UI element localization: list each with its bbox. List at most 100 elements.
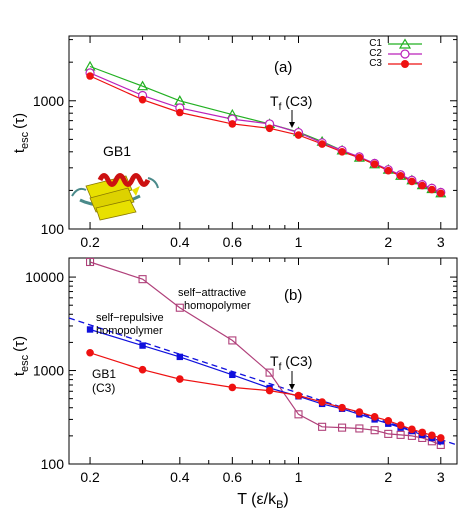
series-line-c2 [89, 72, 442, 193]
data-point-c3 [396, 171, 405, 180]
fit-line-dashed [68, 317, 458, 446]
data-point-attractive [175, 303, 184, 312]
data-point-gb1 [428, 431, 436, 440]
legend-marker-c3 [401, 60, 409, 68]
x-tick-label: 3 [437, 234, 445, 250]
x-tick-label: 1 [295, 469, 303, 485]
y-tick-label: 1000 [33, 93, 64, 109]
panel-label: (a) [274, 59, 292, 76]
data-point-c3 [86, 72, 94, 80]
tf-annotation: Tf (C3) [270, 93, 312, 113]
panel-b: 0.2 0.4 0.6 1 2 3 100 1000 10000 (b) tesc(τ) T (… [11, 257, 458, 511]
data-point-gb1 [436, 434, 445, 442]
data-point-c3 [294, 131, 303, 139]
data-point-c3 [428, 185, 436, 194]
y-tick-label: 1000 [33, 363, 64, 379]
x-tick-label: 1 [295, 234, 303, 250]
gb1-label-line1: GB1 [92, 367, 116, 381]
data-point-gb1 [265, 386, 274, 395]
data-point-c3 [355, 153, 364, 162]
data-point-gb1 [138, 365, 147, 374]
data-point-attractive [338, 423, 347, 432]
data-point-repulsive [229, 371, 236, 379]
gb1-inset-label: GB1 [103, 143, 131, 159]
data-point-c3 [228, 120, 237, 128]
data-point-gb1 [384, 416, 393, 425]
attractive-label-line1: self−attractive [178, 287, 246, 299]
y-tick-label: 10000 [25, 269, 64, 285]
legend-label-c3: C3 [369, 58, 382, 69]
x-tick-label: 2 [384, 234, 392, 250]
data-point-repulsive [176, 353, 184, 361]
legend-label-c2: C2 [369, 48, 382, 59]
repulsive-label-line2: homopolymer [96, 325, 163, 337]
x-axis-label: T (ε/kB) [237, 491, 289, 511]
data-point-c3 [138, 95, 147, 104]
data-point-gb1 [418, 428, 427, 437]
series-line-repulsive [89, 328, 442, 442]
data-point-c1 [137, 80, 149, 91]
data-point-gb1 [318, 398, 326, 406]
y-axis-label: tesc(τ) [11, 336, 31, 376]
data-point-attractive [294, 410, 303, 419]
legend-marker-c2 [400, 49, 410, 59]
gb1-protein-image [71, 173, 159, 221]
data-point-gb1 [396, 421, 405, 430]
y-axis-label: tesc(τ) [11, 113, 31, 153]
series-line-c3 [89, 75, 442, 194]
data-point-attractive [228, 336, 237, 345]
svg-text:tesc(τ): tesc(τ) [11, 113, 31, 153]
data-point-gb1 [355, 408, 364, 416]
panel-label: (b) [284, 287, 302, 304]
data-point-gb1 [228, 383, 237, 392]
data-point-c3 [370, 160, 379, 169]
data-point-c3 [265, 124, 274, 133]
data-point-gb1 [294, 391, 303, 400]
data-point-gb1 [338, 403, 346, 412]
legend-marker-c1 [398, 38, 412, 49]
data-point-c3 [384, 166, 393, 175]
gb1-label-line2: (C3) [92, 381, 115, 395]
series-line-attractive [89, 261, 442, 446]
data-point-attractive [265, 368, 274, 377]
x-tick-label: 0.6 [223, 469, 243, 485]
svg-text:tesc(τ): tesc(τ) [11, 336, 31, 376]
series-line-gb1 [89, 352, 441, 439]
y-tick-label: 100 [41, 221, 65, 237]
x-tick-label: 2 [384, 469, 392, 485]
data-point-gb1 [86, 348, 94, 357]
y-tick-label: 100 [41, 456, 65, 472]
data-point-repulsive [86, 326, 94, 333]
data-point-c3 [338, 148, 346, 156]
data-point-c3 [176, 108, 184, 117]
data-point-c3 [418, 181, 427, 190]
data-point-attractive [370, 426, 379, 435]
plot-frame [68, 257, 458, 465]
attractive-label-line2: homopolymer [184, 300, 251, 312]
legend-label-c1: C1 [369, 38, 382, 49]
x-tick-label: 0.2 [80, 469, 100, 485]
x-tick-label: 0.2 [80, 234, 100, 250]
x-tick-label: 0.4 [170, 234, 190, 250]
tf-annotation: Tf (C3) [270, 353, 312, 373]
data-point-attractive [384, 429, 393, 438]
x-tick-label: 0.4 [170, 469, 190, 485]
data-point-attractive [396, 430, 405, 439]
data-point-c3 [408, 177, 416, 186]
data-point-attractive [318, 422, 327, 431]
x-tick-label: 3 [437, 469, 445, 485]
tf-arrow [289, 110, 295, 128]
plot-frame [68, 35, 458, 230]
x-tick-label: 0.6 [223, 234, 243, 250]
data-point-gb1 [370, 412, 379, 421]
data-point-attractive [355, 424, 364, 433]
legend: C1 C2 C3 [369, 38, 422, 69]
data-point-c3 [436, 189, 445, 198]
data-point-gb1 [176, 375, 184, 383]
data-point-attractive [85, 257, 95, 267]
data-point-c3 [318, 140, 326, 148]
data-point-attractive [138, 275, 147, 284]
tf-arrow [289, 371, 295, 390]
